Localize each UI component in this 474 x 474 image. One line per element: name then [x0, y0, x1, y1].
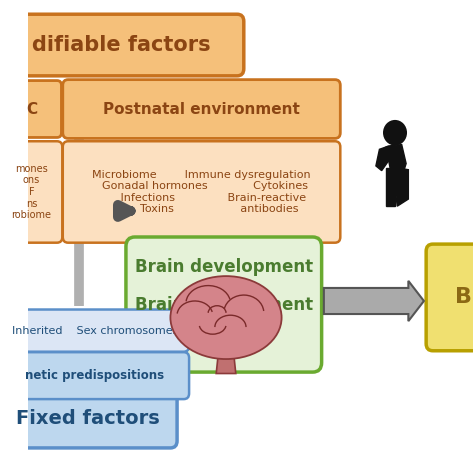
Text: mones
ons
F
ns
robiome: mones ons F ns robiome — [11, 164, 51, 220]
Text: Fixed factors: Fixed factors — [16, 409, 160, 428]
Text: B: B — [456, 287, 473, 308]
FancyArrow shape — [324, 281, 424, 321]
Text: Brain development: Brain development — [135, 296, 313, 313]
Text: difiable factors: difiable factors — [32, 35, 211, 55]
Text: Microbiome        Immune dysregulation
  Gonadal hormones             Cytokines
: Microbiome Immune dysregulation Gonadal … — [92, 170, 311, 214]
FancyBboxPatch shape — [0, 352, 189, 399]
Text: Inherited    Sex chromosomes: Inherited Sex chromosomes — [11, 326, 178, 336]
Text: Brain development: Brain development — [135, 258, 313, 276]
FancyBboxPatch shape — [0, 14, 244, 76]
Ellipse shape — [171, 276, 282, 359]
Polygon shape — [216, 356, 236, 374]
FancyBboxPatch shape — [0, 310, 189, 352]
Text: C: C — [26, 101, 37, 117]
Polygon shape — [386, 168, 395, 206]
Polygon shape — [386, 145, 406, 171]
FancyBboxPatch shape — [126, 237, 322, 372]
Polygon shape — [393, 168, 409, 206]
FancyBboxPatch shape — [63, 141, 340, 243]
FancyBboxPatch shape — [1, 81, 62, 137]
Polygon shape — [376, 147, 391, 171]
Circle shape — [383, 120, 407, 146]
FancyBboxPatch shape — [426, 244, 474, 351]
Text: Postnatal environment: Postnatal environment — [103, 101, 300, 117]
FancyBboxPatch shape — [0, 141, 63, 243]
Text: netic predispositions: netic predispositions — [25, 369, 164, 382]
FancyBboxPatch shape — [0, 389, 177, 448]
FancyBboxPatch shape — [63, 80, 340, 138]
